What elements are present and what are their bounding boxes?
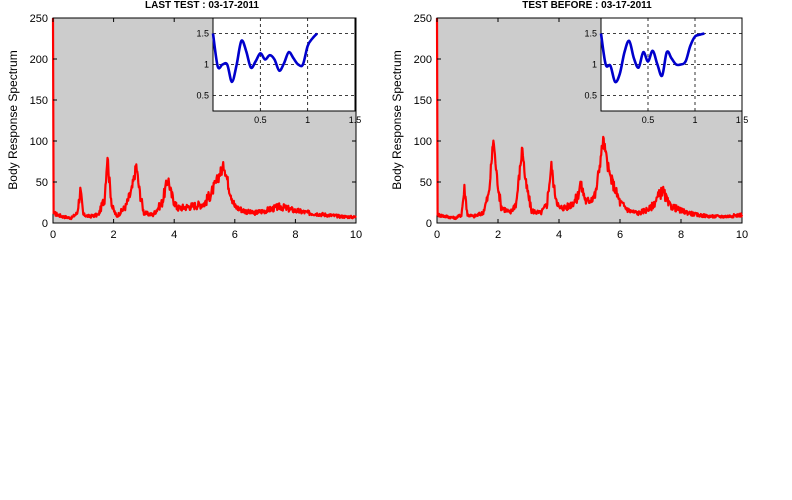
y-tick-label: 50: [420, 177, 432, 189]
y-tick-label: 100: [30, 136, 48, 148]
series-line: [51, 17, 357, 221]
y-tick-label: 50: [36, 177, 48, 189]
x-tick-label: 0: [434, 229, 440, 241]
inset-y-tick-label: 1: [204, 60, 209, 70]
series-line: [435, 17, 744, 221]
inset-x-tick-label: 1.5: [736, 115, 749, 125]
x-tick-label: 6: [232, 229, 238, 241]
y-tick-label: 200: [414, 54, 432, 66]
chart-test-before: TEST BEFORE : 03-17-2011 Body Response S…: [390, 0, 748, 241]
y-tick-label: 150: [30, 95, 48, 107]
inset-series-line: [211, 32, 319, 84]
y-tick-label: 250: [30, 13, 48, 25]
y-tick-label: 200: [30, 54, 48, 66]
chart-title: TEST BEFORE : 03-17-2011: [522, 0, 652, 11]
inset-x-tick-label: 1.5: [349, 115, 362, 125]
x-tick-label: 4: [556, 229, 562, 241]
y-axis-label: Body Response Spectrum: [6, 50, 20, 189]
x-tick-label: 2: [495, 229, 501, 241]
x-tick-label: 0: [50, 229, 56, 241]
x-tick-label: 4: [171, 229, 177, 241]
inset-x-tick-label: 1: [692, 115, 697, 125]
inset-x-tick-label: 0.5: [254, 115, 267, 125]
y-axis-label: Body Response Spectrum: [390, 50, 404, 189]
inset-series-line: [599, 32, 705, 84]
chart-last-test: LAST TEST : 03-17-2011 Body Response Spe…: [6, 0, 362, 241]
x-tick-label: 10: [736, 229, 748, 241]
inset-x-tick-label: 0.5: [642, 115, 655, 125]
inset-plot-area: [600, 17, 743, 112]
x-tick-label: 6: [617, 229, 623, 241]
x-tick-label: 10: [350, 229, 362, 241]
inset-y-tick-label: 0.5: [584, 91, 597, 101]
inset-y-tick-label: 1.5: [196, 29, 209, 39]
inset-y-tick-label: 1: [592, 60, 597, 70]
inset-y-tick-label: 0.5: [196, 91, 209, 101]
y-tick-label: 100: [414, 136, 432, 148]
y-tick-label: 250: [414, 13, 432, 25]
x-tick-label: 2: [111, 229, 117, 241]
y-tick-label: 150: [414, 95, 432, 107]
x-tick-label: 8: [678, 229, 684, 241]
x-tick-label: 8: [292, 229, 298, 241]
y-tick-label: 0: [426, 218, 432, 230]
chart-title: LAST TEST : 03-17-2011: [145, 0, 259, 11]
inset-y-tick-label: 1.5: [584, 29, 597, 39]
inset-x-tick-label: 1: [305, 115, 310, 125]
y-tick-label: 0: [42, 218, 48, 230]
